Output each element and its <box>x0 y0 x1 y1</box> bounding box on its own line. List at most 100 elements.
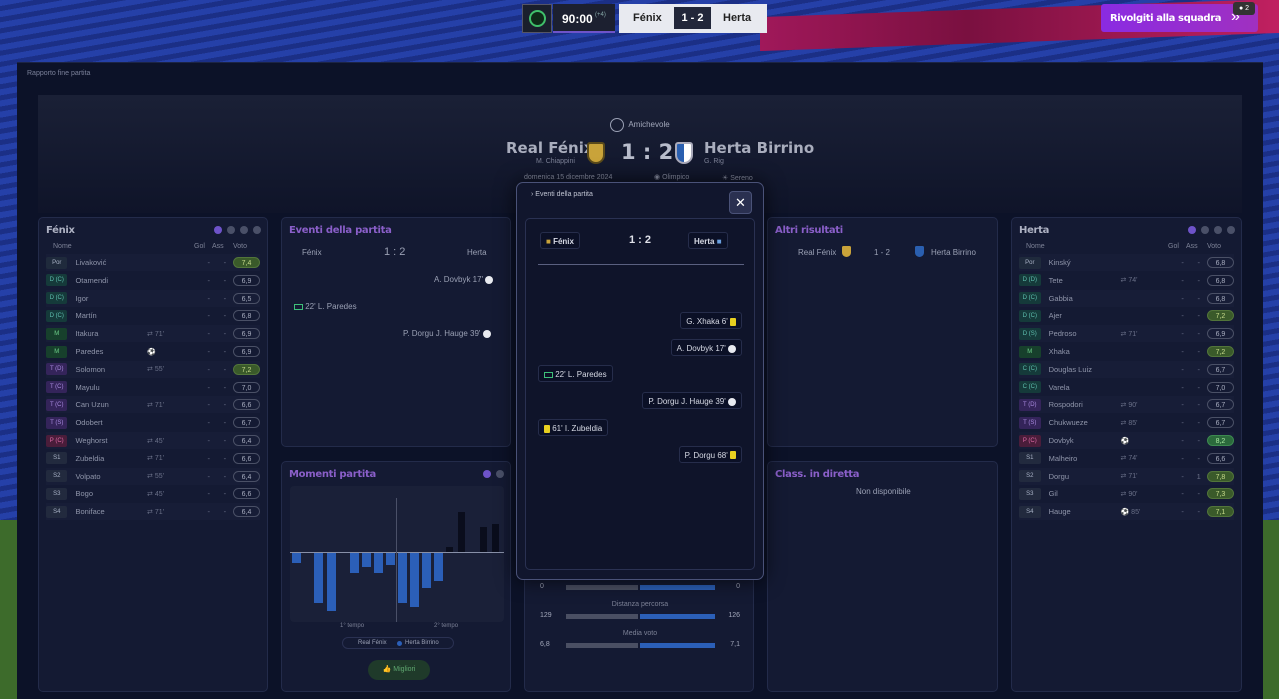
player-events: ⇄ 71' <box>147 508 164 516</box>
position-badge: D (D) <box>1019 274 1041 287</box>
moments-dots[interactable] <box>483 470 504 478</box>
player-events: ⇄ 45' <box>147 490 164 498</box>
player-name: Zubeldia <box>75 453 105 463</box>
event-item: 22' L. Paredes <box>294 302 357 311</box>
player-assists: - <box>223 400 227 410</box>
other-results-panel: Altri risultati Real Fénix 1 - 2 Herta B… <box>767 217 998 447</box>
player-events: ⇄ 71' <box>147 330 164 338</box>
return-to-team-button[interactable]: Rivolgiti alla squadra » <box>1101 4 1258 32</box>
event-text: P. Dorgu J. Hauge 39' <box>648 397 726 407</box>
position-badge: T (S) <box>1019 416 1041 429</box>
momentum-bar <box>492 524 499 552</box>
player-name: Tete <box>1048 275 1063 285</box>
player-name: Pedroso <box>1048 329 1077 339</box>
other-score: 1 - 2 <box>874 248 891 257</box>
player-row[interactable]: S1 Zubeldia ⇄ 71' - -6,6 <box>46 450 260 467</box>
position-badge: P (C) <box>1019 434 1041 447</box>
player-row[interactable]: T (C) Mayulu - -7,0 <box>46 379 260 396</box>
position-badge: S4 <box>46 505 68 518</box>
player-row[interactable]: D (D) Tete ⇄ 74' - -6,8 <box>1019 272 1235 289</box>
player-name: Itakura <box>75 329 99 339</box>
player-name: Malheiro <box>1048 453 1078 463</box>
player-row[interactable]: T (C) Can Uzun ⇄ 71' - -6,6 <box>46 396 260 414</box>
stat-bar: 6,8 7,1 <box>540 641 740 651</box>
position-badge: S1 <box>46 452 68 465</box>
player-row[interactable]: C (C) Varela - -7,0 <box>1019 379 1235 396</box>
player-row[interactable]: T (D) Rospodori ⇄ 90' - -6,7 <box>1019 396 1235 414</box>
modal-away-label: Herta <box>694 237 715 246</box>
col-rating: Voto <box>1207 243 1222 250</box>
player-goals: - <box>1181 311 1184 321</box>
player-row[interactable]: Por Kinský - -6,8 <box>1019 254 1235 271</box>
player-assists: - <box>1197 311 1201 321</box>
notifications-badge[interactable]: ● 2 <box>1233 2 1255 15</box>
position-badge: P (C) <box>46 434 68 447</box>
player-events: ⇄ 71' <box>147 455 164 463</box>
match-topbar: 90:00 (+4) Fénix 1 - 2 Herta <box>522 4 767 33</box>
player-name: Dorgu <box>1048 471 1070 481</box>
stat-label: Distanza percorsa <box>611 601 669 608</box>
yellow-card-icon <box>730 317 736 326</box>
player-row[interactable]: P (C) Weghorst ⇄ 45' - -6,4 <box>46 432 260 449</box>
player-name: Boniface <box>75 507 105 517</box>
best-moments-button[interactable]: 👍 Migliori <box>368 660 430 680</box>
player-row[interactable]: D (S) Pedroso ⇄ 71' - -6,9 <box>1019 325 1235 343</box>
page-dots[interactable] <box>1188 226 1235 234</box>
player-events: ⇄ 71' <box>1120 330 1138 338</box>
event-text: 61' I. Zubeldia <box>552 423 603 433</box>
player-row[interactable]: Por Livaković - -7,4 <box>46 254 260 271</box>
player-row[interactable]: S2 Dorgu ⇄ 71' - 1 7,8 <box>1019 467 1235 485</box>
page-dots[interactable] <box>214 226 261 234</box>
player-rating: 6,5 <box>232 292 260 304</box>
position-badge: Por <box>46 256 68 269</box>
player-row[interactable]: S2 Volpato ⇄ 55' - -6,4 <box>46 467 260 485</box>
player-row[interactable]: S3 Gil ⇄ 90' - -7,3 <box>1019 485 1235 502</box>
player-rating: 6,8 <box>1206 274 1235 286</box>
player-row[interactable]: C (C) Douglas Luiz - -6,7 <box>1019 360 1235 378</box>
player-row[interactable]: M Itakura ⇄ 71' - -6,9 <box>46 325 260 343</box>
player-goals: - <box>207 507 211 517</box>
player-row[interactable]: S1 Malheiro ⇄ 74' - -6,6 <box>1019 450 1235 467</box>
player-assists: - <box>1197 275 1201 285</box>
player-row[interactable]: T (S) Odobert - -6,7 <box>46 414 260 431</box>
player-name: Weghorst <box>75 436 108 445</box>
player-row[interactable]: D (C) Ajer - -7,2 <box>1019 307 1235 324</box>
yellow-card-icon <box>730 451 736 460</box>
modal-event: P. Dorgu 68' <box>678 445 742 463</box>
player-row[interactable]: P (C) Dovbyk ⚽ - -8,2 <box>1019 432 1235 449</box>
player-row[interactable]: T (S) Chukwueze ⇄ 85' - -6,7 <box>1019 414 1235 431</box>
away-crest-icon <box>675 142 693 164</box>
momentum-bar <box>386 553 395 565</box>
player-row[interactable]: D (C) Martín - -6,8 <box>46 307 260 324</box>
player-row[interactable]: S3 Bogo ⇄ 45' - -6,6 <box>46 485 260 502</box>
away-crest-icon <box>915 246 924 257</box>
player-row[interactable]: M Paredes ⚽ - -6,9 <box>46 343 260 360</box>
modal-score: 1 : 2 <box>629 234 652 246</box>
home-crest-icon: ■ <box>546 237 551 246</box>
match-date: domenica 15 dicembre 2024 <box>524 174 613 181</box>
home-ratings-panel: Fénix Nome Gol Ass Voto Por Livaković - -7,… <box>38 217 268 692</box>
close-button[interactable]: ✕ <box>729 191 752 214</box>
player-row[interactable]: D (C) Gabbia - -6,8 <box>1019 289 1235 307</box>
player-row[interactable]: M Xhaka - -7,2 <box>1019 343 1235 360</box>
other-home: Real Fénix <box>798 248 837 257</box>
player-goals: - <box>1181 507 1184 517</box>
player-row[interactable]: S4 Boniface ⇄ 71' - -6,4 <box>46 503 260 521</box>
player-goals: - <box>1181 329 1184 339</box>
live-table-panel: Class. in diretta Non disponibile <box>767 461 998 692</box>
position-badge: D (C) <box>1019 309 1041 322</box>
player-name: Gabbia <box>1048 293 1073 303</box>
player-goals: - <box>1181 453 1184 463</box>
home-team-name: Real Fénix <box>506 139 594 157</box>
player-events: ⇄ 55' <box>147 473 164 481</box>
events-panel: Eventi della partita Fénix 1 : 2 Herta A… <box>281 217 511 447</box>
player-assists: - <box>223 418 227 428</box>
player-row[interactable]: D (C) Igor - -6,5 <box>46 289 260 307</box>
position-badge: D (C) <box>46 274 68 287</box>
player-row[interactable]: D (C) Otamendi - -6,9 <box>46 272 260 289</box>
player-row[interactable]: T (D) Solomon ⇄ 55' - -7,2 <box>46 360 260 378</box>
player-events: ⇄ 45' <box>147 437 164 445</box>
player-rating: 7,2 <box>1206 346 1235 357</box>
away-ratings-panel: Herta Nome Gol Ass Voto Por Kinský - -6,8 D … <box>1011 217 1242 692</box>
player-row[interactable]: S4 Hauge ⚽ 85' - -7,1 <box>1019 503 1235 521</box>
